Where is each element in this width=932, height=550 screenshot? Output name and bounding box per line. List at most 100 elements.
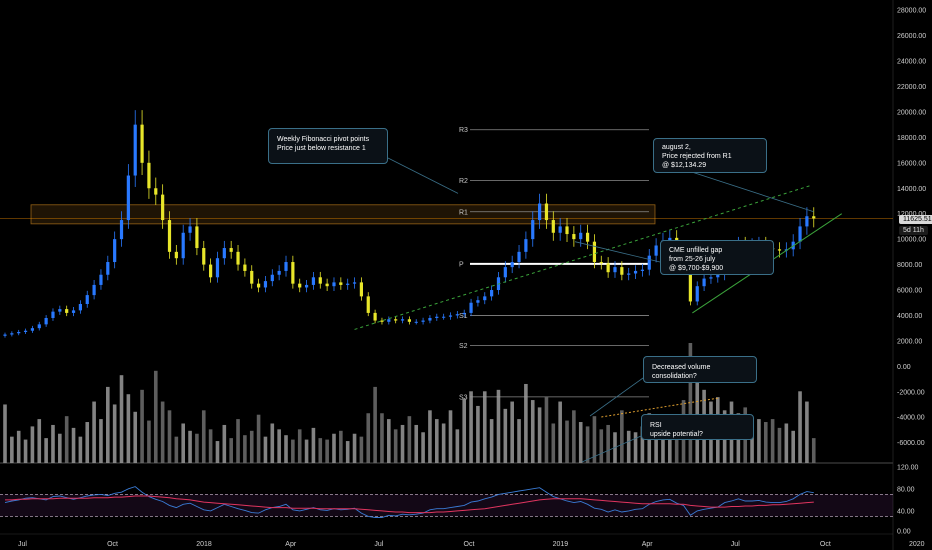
candle-body xyxy=(812,216,816,219)
candle-body xyxy=(585,232,590,242)
rsi-note-pointer xyxy=(581,435,642,463)
candle-body xyxy=(613,267,617,273)
candle-body xyxy=(78,304,82,311)
candle-body xyxy=(229,248,233,252)
volume-bar xyxy=(524,383,528,463)
candle-body xyxy=(579,232,583,240)
price-tick-label: -4000.00 xyxy=(897,415,925,422)
volume-bar xyxy=(23,439,28,463)
pivot-label-r1: R1 xyxy=(459,209,468,216)
candle-body xyxy=(181,232,185,259)
price-tick-label: 8000.00 xyxy=(897,262,922,269)
rejection-note[interactable]: august 2, Price rejected from R1 @ $12,1… xyxy=(653,138,767,173)
candle-body xyxy=(627,273,631,275)
candle-body xyxy=(174,251,178,259)
time-tick-label: 2019 xyxy=(553,541,569,548)
volume-bar xyxy=(106,386,110,463)
volume-bar xyxy=(620,410,624,463)
volume-bar xyxy=(215,441,220,463)
resistance-zone xyxy=(30,204,656,225)
candle-body xyxy=(524,239,528,252)
volume-bar xyxy=(112,404,117,463)
candle-body xyxy=(140,124,144,163)
volume-bar xyxy=(236,419,240,463)
cme-gap-note[interactable]: CME unfilled gap from 25-26 july @ $9,70… xyxy=(660,240,774,275)
candle-body xyxy=(606,263,610,273)
candle-body xyxy=(23,330,28,332)
volume-bar xyxy=(51,424,55,463)
price-candles xyxy=(3,110,816,338)
candle-body xyxy=(284,262,288,271)
candle-body xyxy=(298,283,302,288)
rsi-tick-label: 40.00 xyxy=(897,508,915,515)
candle-body xyxy=(188,226,192,233)
rsi-note-line-1: RSI xyxy=(650,422,662,429)
candle-body xyxy=(270,274,274,282)
pivot-note-line-2: Price just below resistance 1 xyxy=(277,145,366,152)
volume-bar xyxy=(373,386,377,463)
pivot-label-s1: S1 xyxy=(459,313,468,320)
volume-bar xyxy=(64,416,69,463)
volume-bar xyxy=(462,398,467,463)
time-tick-label: 2018 xyxy=(196,541,212,548)
candle-body xyxy=(490,290,494,297)
volume-bar xyxy=(58,433,62,463)
price-tick-label: 4000.00 xyxy=(897,313,922,320)
candle-body xyxy=(538,203,542,221)
volume-bar xyxy=(270,423,275,463)
volume-bar xyxy=(133,411,138,463)
volume-bar xyxy=(16,430,21,463)
volume-bar xyxy=(661,424,665,463)
candle-body xyxy=(263,281,268,288)
volume-bar xyxy=(297,429,302,463)
candle-body xyxy=(633,270,638,274)
candle-body xyxy=(304,284,309,288)
volume-bar xyxy=(558,401,562,463)
volume-bar xyxy=(489,419,494,463)
time-tick-label: Apr xyxy=(285,541,297,548)
candle-body xyxy=(455,314,459,316)
volume-bar xyxy=(263,436,268,463)
rsi-panel xyxy=(0,486,893,518)
candle-body xyxy=(30,328,35,331)
volume-bar xyxy=(633,432,638,463)
volume-bar xyxy=(208,429,213,463)
pivot-label-s2: S2 xyxy=(459,343,468,350)
pivot-points-note[interactable]: Weekly Fibonacci pivot points Price just… xyxy=(268,128,388,164)
rsi-note[interactable]: RSI upside potential? xyxy=(641,414,754,440)
price-tick-label: 2000.00 xyxy=(897,338,922,345)
volume-bar xyxy=(592,416,597,463)
price-tick-label: -6000.00 xyxy=(897,440,925,447)
countdown-badge: 5d 11h xyxy=(899,226,928,235)
volume-bar xyxy=(167,410,172,463)
candle-body xyxy=(435,316,439,318)
volume-bar xyxy=(387,419,391,463)
price-axis[interactable]: 28000.00 26000.00 24000.00 22000.00 20000.00… xyxy=(897,8,926,536)
candle-body xyxy=(154,188,158,195)
volume-note[interactable]: Decreased volume consolidation? xyxy=(643,356,757,383)
volume-bar xyxy=(428,410,432,463)
candle-body xyxy=(469,302,473,313)
volume-bar xyxy=(544,397,549,463)
volume-bar xyxy=(551,423,556,463)
volume-bar xyxy=(565,420,569,463)
rsi-tick-label: 120.00 xyxy=(897,464,919,471)
time-tick-label: Jul xyxy=(18,541,27,548)
volume-bar xyxy=(448,410,453,463)
price-tick-label: 16000.00 xyxy=(897,160,926,167)
candle-body xyxy=(291,262,295,284)
candle-body xyxy=(640,269,645,271)
candle-body xyxy=(359,282,363,297)
candle-body xyxy=(126,175,130,221)
time-axis[interactable]: JulOct2018AprJulOct2019AprJulOct2020AprJ… xyxy=(18,541,932,548)
volume-bar xyxy=(770,419,775,463)
volume-bar xyxy=(784,423,789,463)
gap-note-pointer xyxy=(574,241,661,263)
candle-body xyxy=(668,237,672,241)
candle-body xyxy=(448,315,453,317)
candle-body xyxy=(161,194,165,221)
volume-bar xyxy=(510,401,514,463)
pivot-label-r2: R2 xyxy=(459,178,468,185)
candle-body xyxy=(311,277,316,285)
